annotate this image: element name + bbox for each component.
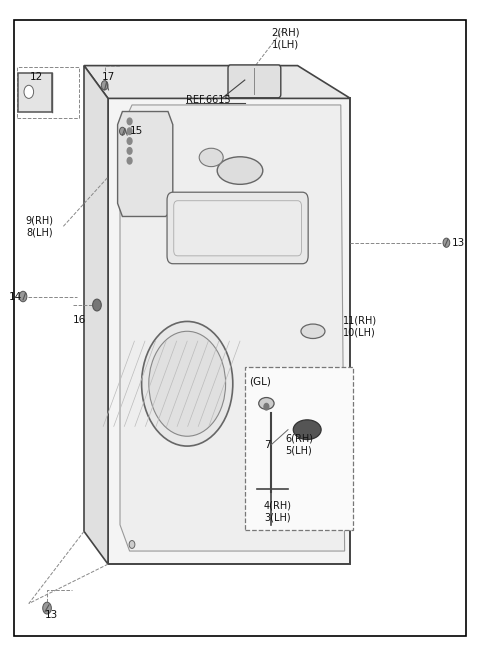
Polygon shape <box>108 98 350 564</box>
Text: 9(RH)
8(LH): 9(RH) 8(LH) <box>25 215 53 237</box>
Text: 17: 17 <box>101 72 115 83</box>
Circle shape <box>120 127 125 135</box>
Circle shape <box>149 331 226 436</box>
FancyBboxPatch shape <box>174 201 301 256</box>
Polygon shape <box>84 66 108 564</box>
Text: 4(RH)
3(LH): 4(RH) 3(LH) <box>264 501 291 523</box>
Text: 13: 13 <box>45 609 59 620</box>
Circle shape <box>127 128 132 134</box>
Text: 6(RH)
5(LH): 6(RH) 5(LH) <box>286 434 313 456</box>
Text: 2(RH)
1(LH): 2(RH) 1(LH) <box>271 28 300 50</box>
Bar <box>18 73 52 112</box>
Circle shape <box>127 157 132 164</box>
Text: 11(RH)
10(LH): 11(RH) 10(LH) <box>343 316 377 338</box>
Circle shape <box>19 291 27 302</box>
Text: 16: 16 <box>72 315 86 325</box>
Text: 14: 14 <box>9 291 22 302</box>
Text: (GL): (GL) <box>250 377 272 387</box>
Circle shape <box>24 85 34 98</box>
Bar <box>245 367 353 530</box>
Polygon shape <box>118 112 173 216</box>
Circle shape <box>43 602 51 614</box>
Circle shape <box>443 238 450 247</box>
Circle shape <box>127 118 132 125</box>
Ellipse shape <box>293 420 321 440</box>
Text: 13: 13 <box>452 237 466 248</box>
Text: 12: 12 <box>29 72 43 83</box>
Text: 7: 7 <box>264 440 271 450</box>
Circle shape <box>93 299 101 311</box>
Text: 15: 15 <box>130 126 143 136</box>
Ellipse shape <box>217 157 263 184</box>
Polygon shape <box>120 105 345 551</box>
Circle shape <box>101 81 108 90</box>
Ellipse shape <box>259 398 274 409</box>
Ellipse shape <box>301 324 325 338</box>
FancyBboxPatch shape <box>228 65 281 98</box>
Polygon shape <box>84 66 350 98</box>
Text: REF.6615: REF.6615 <box>186 94 231 105</box>
Circle shape <box>264 403 269 410</box>
Circle shape <box>127 138 132 144</box>
Circle shape <box>129 541 135 548</box>
Ellipse shape <box>199 148 223 167</box>
Circle shape <box>142 321 233 446</box>
FancyBboxPatch shape <box>167 192 308 264</box>
Circle shape <box>127 148 132 154</box>
Bar <box>17 67 79 118</box>
